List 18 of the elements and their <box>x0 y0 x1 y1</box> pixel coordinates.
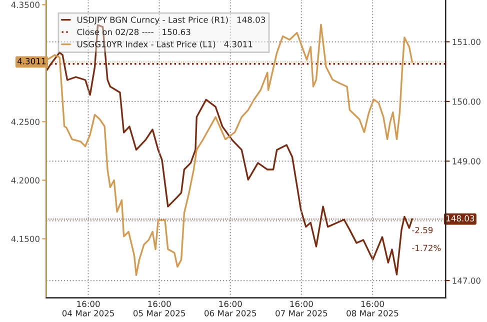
y2-tick-label: 147.00 <box>452 278 480 284</box>
legend-label: USDJPY BGN Curncy - Last Price (R1) 148.03 <box>77 16 265 24</box>
x-tick-label: 16:00 04 Mar 2025 <box>62 300 114 316</box>
y2-tick-label: 151.00 <box>452 38 480 46</box>
x-tick-label: 16:00 05 Mar 2025 <box>133 300 186 316</box>
x-tick-label: 16:00 06 Mar 2025 <box>204 300 256 316</box>
y-tick-label: 4.1500 <box>11 236 40 242</box>
ref-line-label: 148.03 <box>446 215 474 222</box>
x-tick-label: 16:00 08 Mar 2025 <box>346 300 398 316</box>
annotation: -2.59 <box>412 226 433 234</box>
y2-tick-label: 150.00 <box>452 98 480 105</box>
y-tick-label: 4.2000 <box>11 177 40 184</box>
x-tick-label: 16:00 07 Mar 2025 <box>276 300 328 316</box>
annotation: -1.72% <box>412 244 441 252</box>
y-tick-label: 4.2500 <box>11 118 40 125</box>
ref-line-label: 4.3011 <box>18 58 46 64</box>
y2-tick-label: 149.00 <box>452 158 480 164</box>
y-tick-label: 4.3500 <box>11 2 40 8</box>
